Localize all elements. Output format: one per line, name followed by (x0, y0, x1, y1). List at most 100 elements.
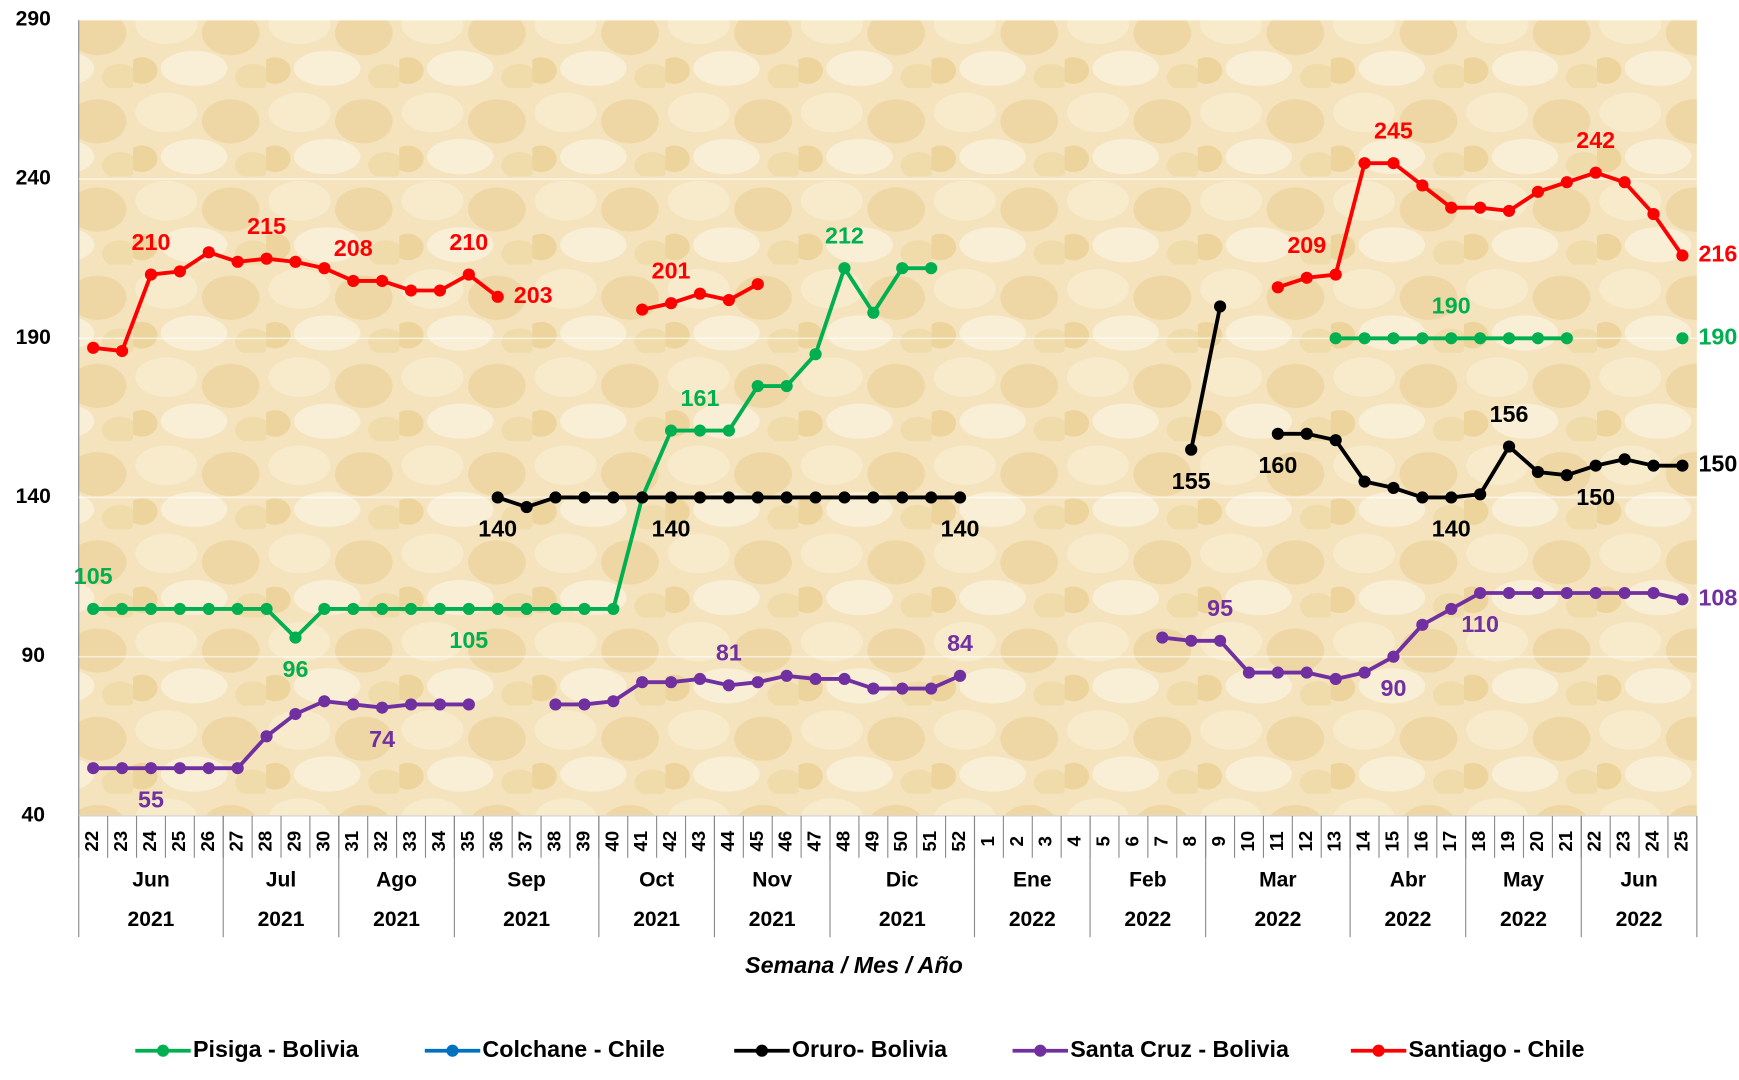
month-label: Mar (1259, 869, 1296, 892)
data-point (809, 491, 822, 504)
data-label: 140 (1432, 516, 1471, 542)
year-label: 2022 (1500, 908, 1547, 931)
data-point (87, 762, 100, 775)
data-point (347, 602, 360, 615)
x-tick-label: 3 (1035, 836, 1056, 846)
x-tick-label: 24 (1641, 830, 1662, 851)
data-label: 150 (1698, 451, 1737, 477)
month-label: Dic (886, 869, 919, 892)
data-point (693, 424, 707, 437)
data-point (925, 682, 938, 695)
x-tick-label: 29 (283, 831, 304, 852)
data-label: 81 (716, 640, 742, 666)
x-tick-label: 45 (746, 831, 767, 852)
data-point (751, 278, 764, 291)
data-point (838, 672, 851, 686)
data-point (520, 500, 533, 514)
x-tick-label: 1 (977, 836, 998, 846)
x-tick-label: 44 (717, 830, 738, 851)
data-point (867, 306, 880, 319)
data-label: 150 (1576, 484, 1615, 510)
data-label: 190 (1698, 323, 1737, 349)
data-label: 140 (478, 516, 517, 542)
year-label: 2021 (258, 908, 305, 931)
x-tick-label: 43 (688, 831, 709, 852)
data-point (1474, 332, 1487, 345)
legend-marker (156, 1044, 170, 1057)
data-point (1387, 332, 1400, 345)
y-tick-label: 190 (16, 326, 51, 349)
month-label: Jun (1620, 869, 1657, 892)
data-point (1185, 443, 1198, 456)
data-point (404, 698, 418, 711)
data-point (1416, 179, 1429, 192)
data-point (1531, 185, 1545, 198)
month-label: Nov (752, 869, 792, 892)
data-point (433, 698, 447, 711)
data-label: 215 (247, 213, 286, 239)
data-point (144, 268, 158, 281)
data-point (607, 602, 620, 615)
data-point (1474, 488, 1487, 501)
data-point (896, 491, 909, 504)
data-point (693, 287, 707, 300)
data-label: 161 (681, 385, 720, 411)
data-point (578, 491, 591, 504)
legend-marker (1034, 1044, 1047, 1057)
data-point (202, 602, 215, 615)
x-tick-label: 24 (139, 830, 160, 851)
data-point (1300, 427, 1313, 440)
data-label: 203 (514, 282, 553, 308)
month-label: Jun (132, 869, 169, 892)
data-point (1589, 586, 1602, 600)
data-point (260, 252, 273, 265)
x-tick-label: 25 (1670, 831, 1691, 852)
x-tick-label: 27 (226, 831, 247, 852)
data-point (578, 602, 591, 615)
x-tick-label: 9 (1208, 836, 1229, 846)
data-point (87, 341, 100, 354)
data-point (491, 491, 504, 504)
data-point (1329, 434, 1342, 447)
data-point (751, 676, 764, 689)
y-tick-label: 40 (22, 803, 45, 826)
data-point (607, 491, 620, 504)
x-tick-label: 22 (1584, 831, 1605, 852)
data-point (376, 602, 389, 615)
data-point (376, 701, 389, 714)
data-point (838, 491, 851, 504)
month-label: Oct (639, 869, 674, 892)
x-tick-label: 40 (601, 831, 622, 852)
x-tick-label: 37 (515, 831, 536, 852)
data-label: 209 (1287, 232, 1326, 258)
x-tick-label: 36 (486, 831, 507, 852)
month-label: Ago (376, 869, 417, 892)
year-label: 2022 (1616, 908, 1663, 931)
x-tick-label: 41 (630, 831, 651, 852)
x-tick-label: 23 (110, 831, 131, 852)
data-label: 160 (1258, 452, 1297, 478)
year-label: 2022 (1009, 908, 1056, 931)
data-point (404, 284, 418, 297)
data-point (433, 602, 447, 615)
year-label: 2021 (879, 908, 926, 931)
data-label: 96 (283, 656, 309, 682)
x-tick-label: 26 (197, 831, 218, 852)
data-point (1589, 459, 1602, 472)
data-label: 156 (1490, 401, 1529, 427)
year-label: 2022 (1384, 908, 1431, 931)
data-point (1271, 427, 1284, 440)
data-point (953, 669, 967, 682)
x-tick-label: 42 (659, 831, 680, 852)
x-tick-label: 16 (1410, 831, 1431, 852)
data-point (144, 762, 158, 775)
data-point (462, 268, 475, 281)
data-point (462, 698, 475, 711)
x-tick-label: 20 (1526, 831, 1547, 852)
data-point (1329, 332, 1342, 345)
data-point (925, 262, 938, 275)
data-label: 155 (1172, 468, 1211, 494)
data-point (1445, 602, 1458, 615)
year-label: 2021 (128, 908, 175, 931)
